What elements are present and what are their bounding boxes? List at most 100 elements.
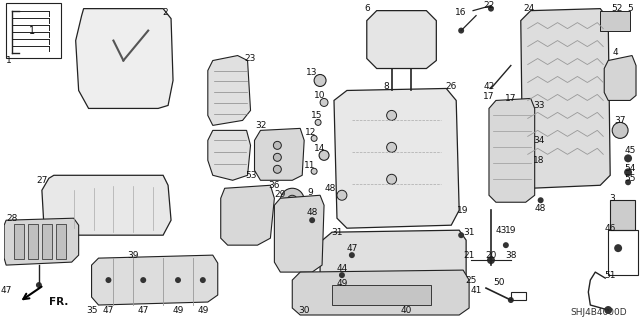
Circle shape [614, 244, 622, 252]
Circle shape [387, 110, 397, 120]
Text: 37: 37 [614, 116, 626, 125]
Text: 2: 2 [163, 8, 168, 17]
Text: 12: 12 [305, 128, 316, 137]
Text: FR.: FR. [49, 297, 68, 307]
Circle shape [339, 272, 345, 278]
Text: 41: 41 [470, 286, 482, 294]
Text: 14: 14 [314, 144, 326, 153]
Text: 48: 48 [307, 208, 318, 217]
Bar [610, 200, 635, 230]
Text: 36: 36 [269, 181, 280, 190]
Text: 29: 29 [275, 190, 286, 199]
Text: 26: 26 [445, 82, 457, 91]
Circle shape [349, 252, 355, 258]
Text: 5: 5 [627, 4, 633, 13]
Circle shape [320, 99, 328, 107]
Text: 13: 13 [307, 68, 318, 77]
Polygon shape [521, 9, 610, 188]
Text: 34: 34 [533, 136, 545, 145]
Text: 1: 1 [29, 26, 35, 36]
Polygon shape [76, 9, 173, 108]
Text: 17: 17 [483, 92, 495, 101]
Text: 3: 3 [609, 194, 615, 203]
Text: 51: 51 [604, 271, 616, 279]
Bar [608, 230, 638, 275]
Circle shape [314, 75, 326, 86]
Text: 15: 15 [311, 111, 323, 120]
Circle shape [458, 232, 464, 238]
Polygon shape [292, 270, 469, 315]
Text: 42: 42 [483, 82, 495, 91]
Circle shape [624, 154, 632, 162]
Text: 47: 47 [1, 286, 12, 294]
Bar [42, 224, 52, 259]
Circle shape [140, 277, 146, 283]
Text: 27: 27 [36, 176, 47, 185]
Text: 25: 25 [465, 276, 477, 285]
Circle shape [487, 256, 495, 264]
Text: 11: 11 [305, 161, 316, 170]
Text: 18: 18 [533, 156, 545, 165]
Circle shape [273, 165, 282, 173]
Circle shape [337, 190, 347, 200]
Circle shape [311, 168, 317, 174]
Circle shape [319, 150, 329, 160]
Text: 43: 43 [495, 226, 507, 235]
Text: 17: 17 [505, 94, 516, 103]
Polygon shape [208, 56, 250, 125]
Text: 22: 22 [483, 1, 495, 10]
Text: 47: 47 [103, 306, 114, 315]
Text: 4: 4 [612, 48, 618, 57]
Text: 50: 50 [493, 278, 505, 286]
Text: 23: 23 [245, 54, 256, 63]
Text: 10: 10 [314, 91, 326, 100]
Circle shape [488, 6, 494, 11]
Circle shape [106, 277, 111, 283]
Text: 52: 52 [611, 4, 623, 13]
Polygon shape [92, 255, 218, 305]
Polygon shape [221, 185, 275, 245]
Text: 48: 48 [535, 204, 547, 213]
Text: 45: 45 [625, 146, 636, 155]
Polygon shape [42, 175, 171, 235]
Polygon shape [208, 130, 250, 180]
Circle shape [200, 277, 206, 283]
Text: 16: 16 [456, 8, 467, 17]
Text: 31: 31 [332, 228, 343, 237]
Polygon shape [320, 230, 466, 292]
Polygon shape [275, 195, 324, 272]
Text: 35: 35 [86, 306, 97, 315]
Text: 47: 47 [138, 306, 149, 315]
Text: 46: 46 [605, 224, 616, 233]
Text: 1: 1 [6, 56, 12, 65]
Circle shape [604, 306, 612, 314]
Text: 47: 47 [346, 244, 358, 253]
Circle shape [311, 135, 317, 141]
Circle shape [280, 188, 304, 212]
Circle shape [287, 195, 297, 205]
Circle shape [625, 179, 631, 185]
Text: 24: 24 [523, 4, 534, 13]
Text: 55: 55 [624, 174, 636, 183]
Text: 54: 54 [625, 164, 636, 173]
Bar [28, 224, 38, 259]
Polygon shape [334, 88, 459, 228]
Text: 49: 49 [172, 306, 184, 315]
Text: 30: 30 [298, 306, 310, 315]
Bar [14, 224, 24, 259]
Circle shape [315, 119, 321, 125]
Text: 39: 39 [127, 251, 139, 260]
Text: 6: 6 [364, 4, 370, 13]
Text: 28: 28 [6, 214, 17, 223]
Text: 20: 20 [485, 251, 497, 260]
Circle shape [612, 122, 628, 138]
Text: 31: 31 [463, 228, 475, 237]
Circle shape [458, 28, 464, 33]
Text: 53: 53 [244, 171, 256, 180]
Text: 48: 48 [324, 184, 336, 193]
Circle shape [503, 242, 509, 248]
Text: 32: 32 [255, 121, 266, 130]
Text: 19: 19 [458, 206, 469, 215]
Circle shape [508, 297, 514, 303]
Text: 49: 49 [336, 278, 348, 287]
